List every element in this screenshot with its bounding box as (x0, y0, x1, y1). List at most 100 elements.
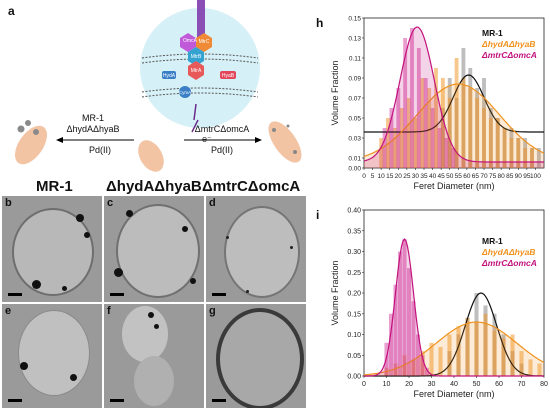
tem-image-d: d (206, 196, 306, 302)
x-tick-label: 25 (403, 173, 411, 180)
x-tick-label: 40 (429, 173, 437, 180)
x-tick-label: 85 (506, 173, 514, 180)
panel-label-h: h (316, 16, 324, 30)
x-axis-label: Feret Diameter (nm) (413, 389, 494, 399)
y-tick-label: 0.05 (348, 116, 361, 123)
arrow-left (56, 137, 134, 143)
bar (528, 359, 533, 376)
bar (468, 88, 473, 168)
protein-label: MtrB (191, 54, 202, 60)
bar (456, 326, 461, 376)
bar (510, 334, 515, 376)
scale-bar (212, 399, 226, 402)
x-tick-label: 60 (495, 381, 503, 388)
panel-label-b: b (5, 197, 12, 209)
x-tick-label: 10 (378, 173, 386, 180)
bar (536, 148, 541, 168)
bar (427, 88, 432, 168)
column-header-mr1: MR-1 (36, 178, 73, 195)
y-tick-label: 0.20 (347, 291, 361, 298)
protein-label: CymA (179, 90, 191, 95)
y-tick-label: 0.40 (347, 208, 361, 215)
panel-label-g: g (209, 305, 216, 317)
x-tick-label: 0 (362, 381, 366, 388)
bar (537, 363, 542, 376)
x-tick-label: 70 (518, 381, 526, 388)
x-tick-label: 50 (446, 173, 454, 180)
y-tick-label: 0.07 (348, 96, 361, 103)
chart-h: 0 5 10 15 20 25 30 35 40 45 50 55 60 65 70 75 80 85 90 95 10… (330, 16, 545, 191)
bar (424, 367, 430, 376)
legend-entry: MR-1 (482, 28, 503, 38)
x-tick-label: 20 (395, 173, 403, 180)
fit-area (364, 84, 544, 168)
y-axis-label: Volume Fraction (330, 260, 340, 325)
bar (530, 148, 534, 168)
tem-image-b: b (2, 196, 102, 302)
left-strain-mr1: MR-1 (82, 113, 104, 123)
scale-bar (8, 399, 22, 402)
bar (444, 138, 449, 168)
y-tick-label: 0.15 (347, 311, 361, 318)
bar (413, 118, 418, 168)
protein-label: HydA (163, 73, 176, 79)
arrow-right (184, 137, 262, 143)
x-tick-label: 75 (489, 173, 497, 180)
x-tick-label: 0 (362, 173, 366, 180)
bar (429, 342, 434, 376)
x-tick-label: 65 (472, 173, 480, 180)
bar (399, 108, 404, 168)
fit-area (364, 27, 544, 168)
x-tick-label: 100 (530, 173, 541, 180)
panel-label-f: f (107, 305, 111, 317)
bar (523, 148, 528, 168)
x-tick-label: 90 (515, 173, 523, 180)
bar (434, 68, 438, 168)
mtrb-protein (188, 47, 204, 66)
panel-label-i: i (316, 208, 320, 222)
bar (389, 108, 394, 168)
y-tick-label: 0.01 (348, 156, 361, 163)
bar (516, 138, 521, 168)
x-tick-label: 40 (450, 381, 458, 388)
bar (437, 128, 442, 168)
x-tick-label: 95 (523, 173, 531, 180)
y-tick-label: 0.10 (347, 332, 361, 339)
protein-label: MtrC (199, 39, 210, 45)
x-tick-label: 5 (371, 173, 375, 180)
bar (495, 118, 500, 168)
bar (451, 148, 456, 168)
bar (420, 355, 425, 376)
fit-curve (364, 292, 544, 377)
fit-curve (363, 321, 545, 376)
x-tick-label: 50 (473, 381, 481, 388)
y-axis-label: Volume Fraction (330, 60, 340, 125)
bar (509, 138, 514, 168)
bar (454, 58, 459, 168)
protein-label: OmcA (183, 38, 198, 44)
bar (392, 128, 397, 168)
bar (447, 98, 452, 168)
scale-bar (212, 293, 226, 296)
y-tick-label: 0.00 (347, 374, 361, 381)
bar (410, 28, 414, 168)
x-tick-label: 80 (540, 381, 548, 388)
membrane-schematic: OmcA MtrC MtrB MtrA HydA HyaB CymA e⁻ (140, 0, 260, 144)
legend-entry: ΔmtrCΔomcA (481, 258, 537, 268)
panel-label-e: e (5, 305, 12, 317)
scale-bar (110, 293, 124, 296)
y-tick-label: 0.05 (347, 353, 361, 360)
x-tick-label: 10 (383, 381, 391, 388)
x-tick-label: 45 (438, 173, 446, 180)
bar (415, 334, 421, 376)
y-tick-label: 0.11 (349, 56, 362, 63)
chart-i: 0 10 20 30 40 50 60 70 80 0.00 0.05 0.10 0.15 0.20 0.2… (330, 208, 548, 400)
bar (465, 317, 470, 376)
fit-curve (363, 83, 545, 157)
panel-label-c: c (107, 197, 114, 209)
bar (475, 98, 480, 168)
bar (379, 138, 384, 168)
bar (411, 301, 416, 376)
x-tick-label: 60 (463, 173, 471, 180)
tem-image-g: g (206, 304, 306, 408)
